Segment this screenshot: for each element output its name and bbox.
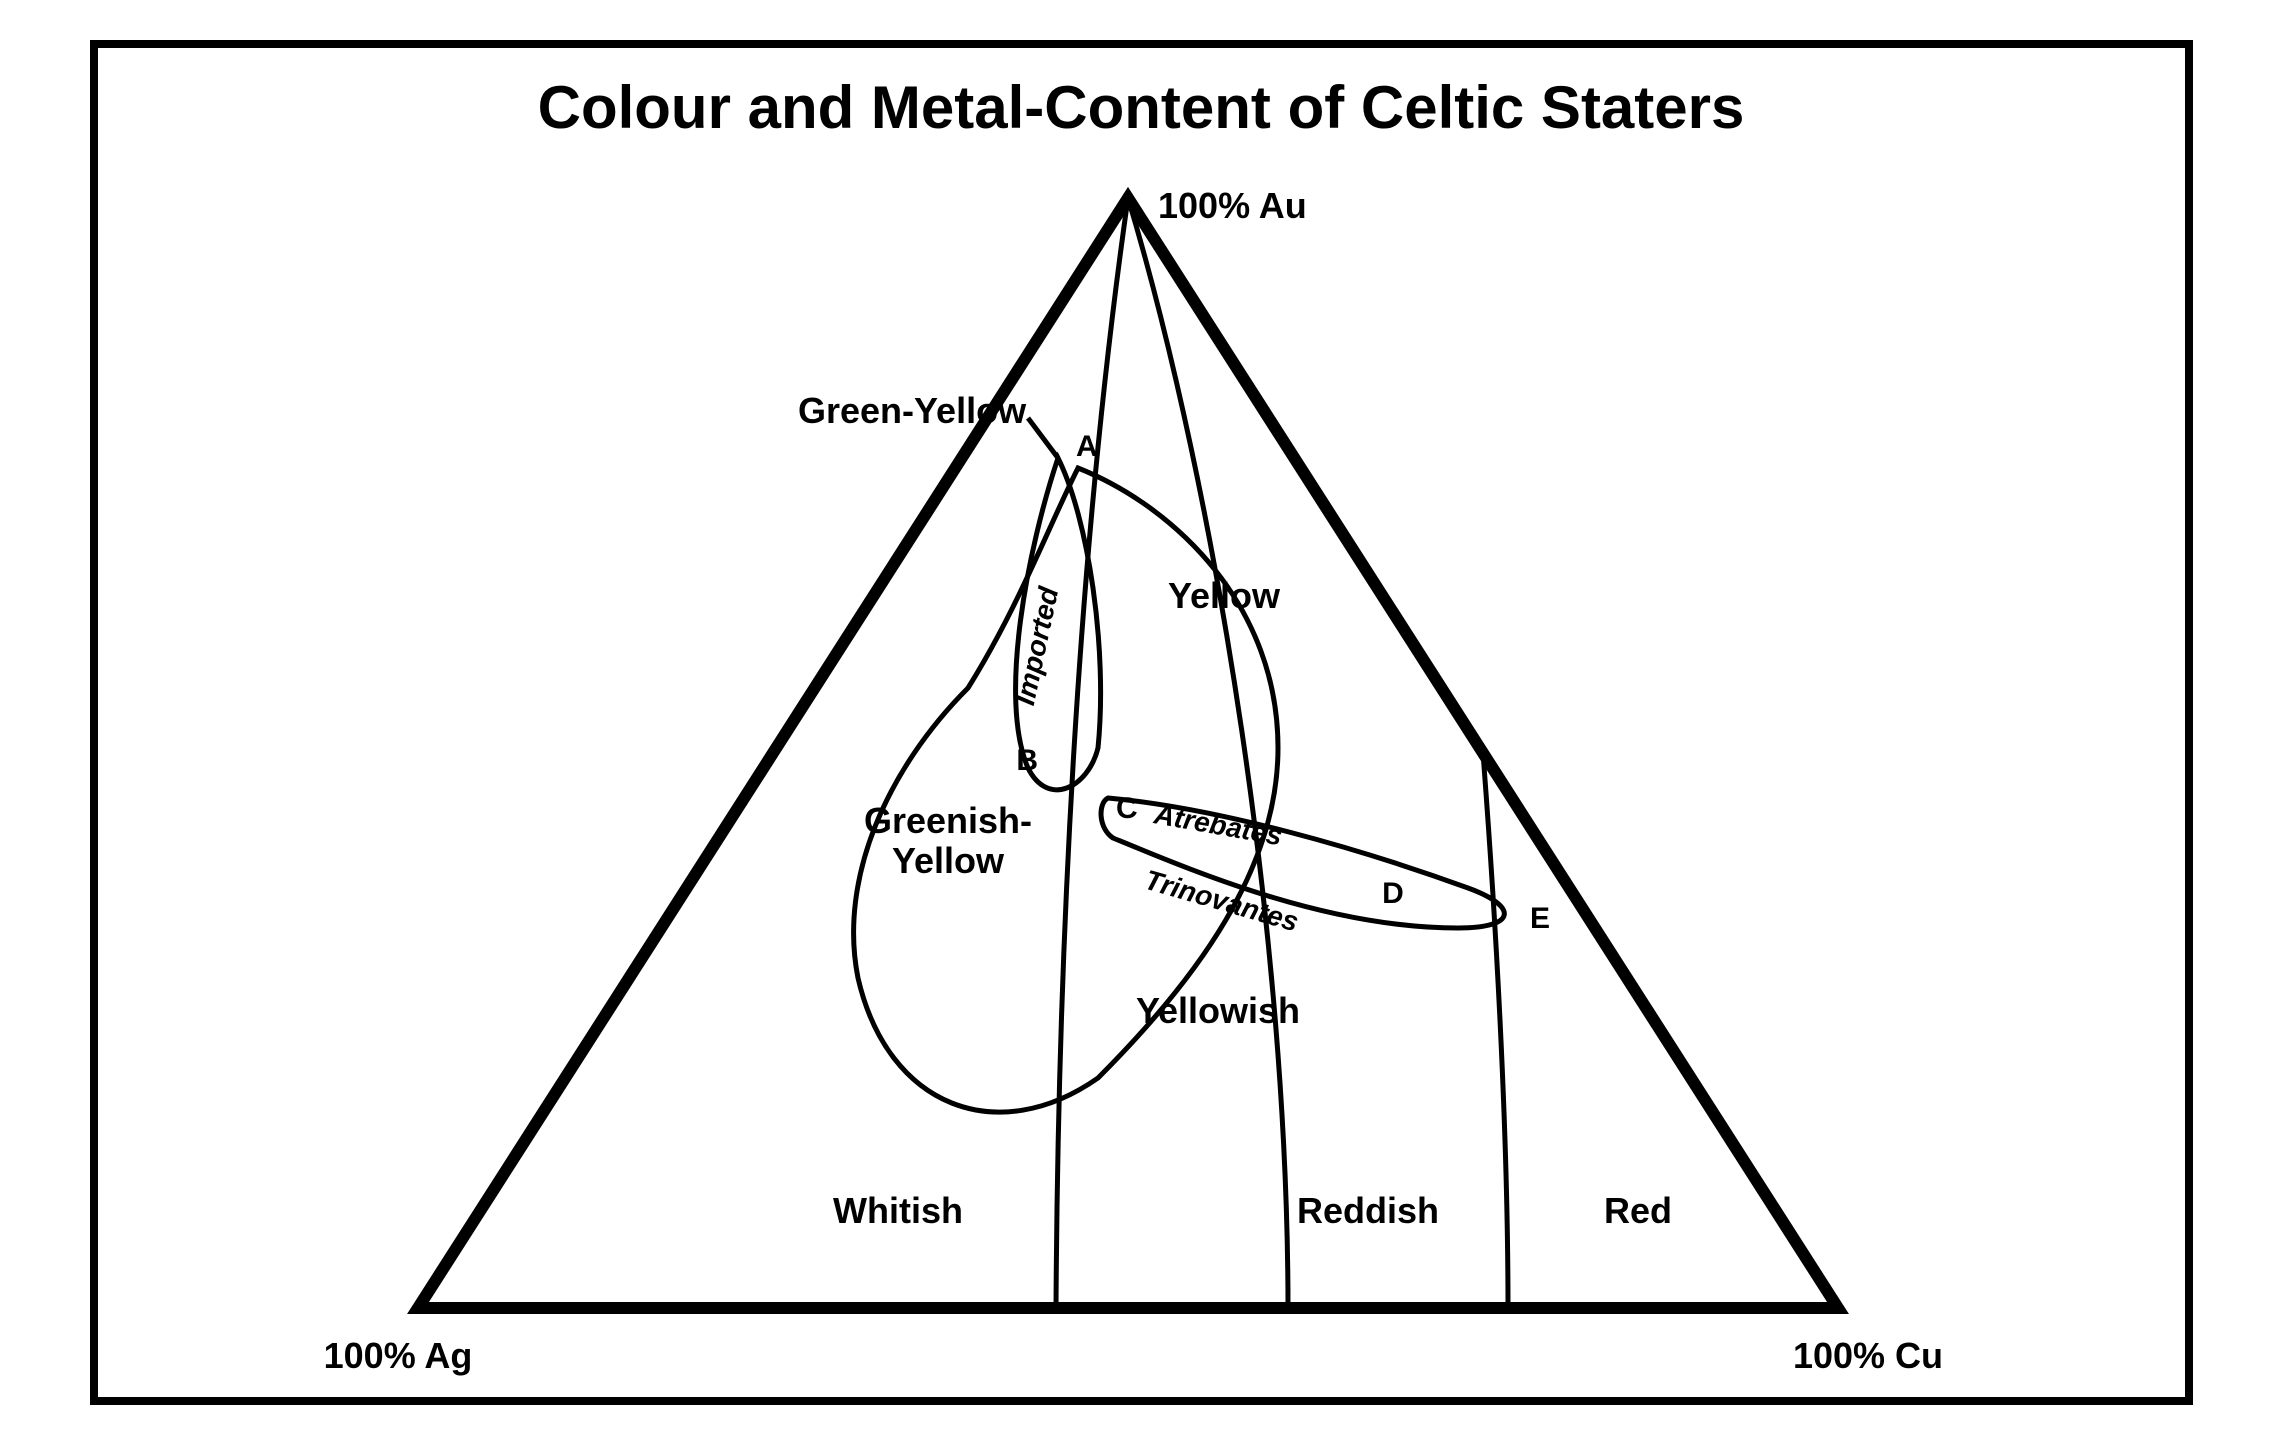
partition-curve-1 — [1056, 198, 1128, 1308]
ternary-diagram: Colour and Metal-Content of Celtic State… — [98, 48, 2185, 1397]
pointer-green-yellow — [1028, 418, 1058, 458]
label-reddish: Reddish — [1297, 1190, 1439, 1231]
point-B: B — [1016, 744, 1038, 777]
diagram-title: Colour and Metal-Content of Celtic State… — [538, 74, 1745, 141]
label-whitish: Whitish — [833, 1190, 963, 1231]
point-label-E: E — [1530, 902, 1550, 935]
label-red: Red — [1604, 1190, 1672, 1231]
label-greenish: Greenish- — [864, 800, 1032, 841]
partition-curve-2 — [1128, 198, 1288, 1308]
point-D: D — [1382, 877, 1404, 910]
vertex-label-cu: 100% Cu — [1793, 1335, 1943, 1376]
label-yellow: Yellow — [1168, 575, 1281, 616]
point-label-A: A — [1076, 430, 1098, 463]
label-greenish-yellow-2: Yellow — [892, 840, 1005, 881]
point-label-B: B — [1016, 744, 1038, 777]
label-yellowish: Yellowish — [1136, 990, 1300, 1031]
point-label-C: C — [1116, 792, 1138, 825]
vertex-label-au: 100% Au — [1158, 185, 1307, 226]
point-label-D: D — [1382, 877, 1404, 910]
label-atrebates: Atrebates — [1151, 798, 1285, 851]
vertex-label-ag: 100% Ag — [324, 1335, 473, 1376]
ternary-triangle — [418, 198, 1838, 1308]
label-green-yellow: Green-Yellow — [798, 390, 1027, 431]
diagram-frame: Colour and Metal-Content of Celtic State… — [90, 40, 2193, 1405]
partition-curve-3 — [1483, 753, 1508, 1308]
point-A: A — [1076, 430, 1098, 463]
point-C: C — [1116, 792, 1138, 825]
point-E: E — [1530, 902, 1550, 935]
